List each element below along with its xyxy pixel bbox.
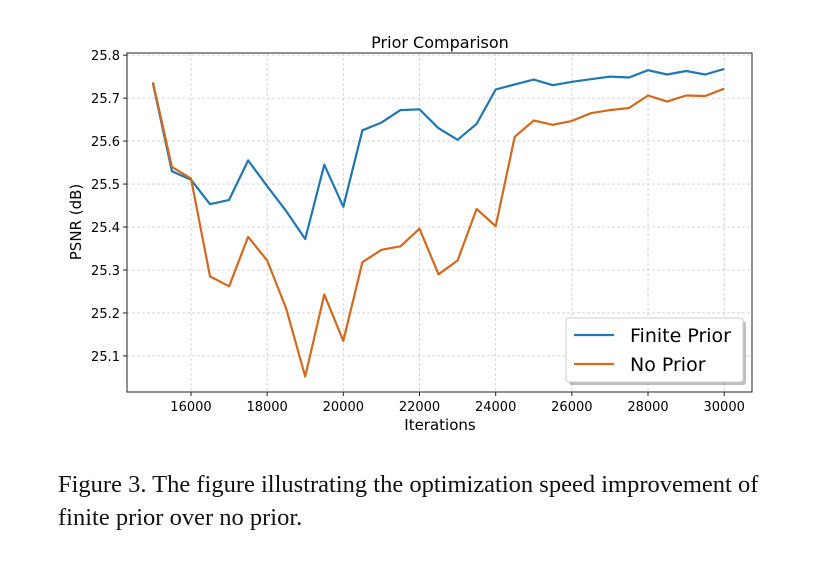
- x-tick-label: 28000: [627, 400, 668, 415]
- series-line-finite-prior: [151, 67, 725, 241]
- y-tick-label: 25.2: [91, 307, 120, 322]
- x-tick-label: 18000: [246, 400, 287, 415]
- y-tick-label: 25.7: [91, 92, 120, 107]
- legend: Finite Prior No Prior: [565, 317, 746, 385]
- y-axis-label: PSNR (dB): [67, 184, 85, 261]
- series-line-no-prior: [151, 81, 725, 378]
- y-tick-label: 25.1: [91, 350, 120, 365]
- x-tick-label: 24000: [475, 400, 516, 415]
- series-lines: [151, 67, 725, 378]
- y-tick-label: 25.5: [91, 178, 120, 193]
- figure-caption: Figure 3. The figure illustrating the op…: [58, 471, 759, 531]
- x-tick-label: 16000: [170, 400, 211, 415]
- legend-label: Finite Prior: [630, 325, 731, 347]
- x-tick-label: 20000: [323, 400, 364, 415]
- chart-title: Prior Comparison: [371, 33, 509, 52]
- x-tick-label: 30000: [704, 400, 745, 415]
- ticks: 16000 18000 20000 22000 24000 26000 28000 30000…: [91, 49, 745, 415]
- y-tick-label: 25.3: [91, 264, 120, 279]
- y-tick-label: 25.6: [91, 135, 120, 150]
- x-tick-label: 22000: [399, 400, 440, 415]
- y-tick-label: 25.4: [91, 221, 120, 236]
- plot-frame: [126, 52, 753, 393]
- legend-label: No Prior: [630, 354, 706, 376]
- y-tick-label: 25.8: [91, 49, 120, 64]
- x-axis-label: Iterations: [404, 416, 476, 434]
- x-tick-label: 26000: [551, 400, 592, 415]
